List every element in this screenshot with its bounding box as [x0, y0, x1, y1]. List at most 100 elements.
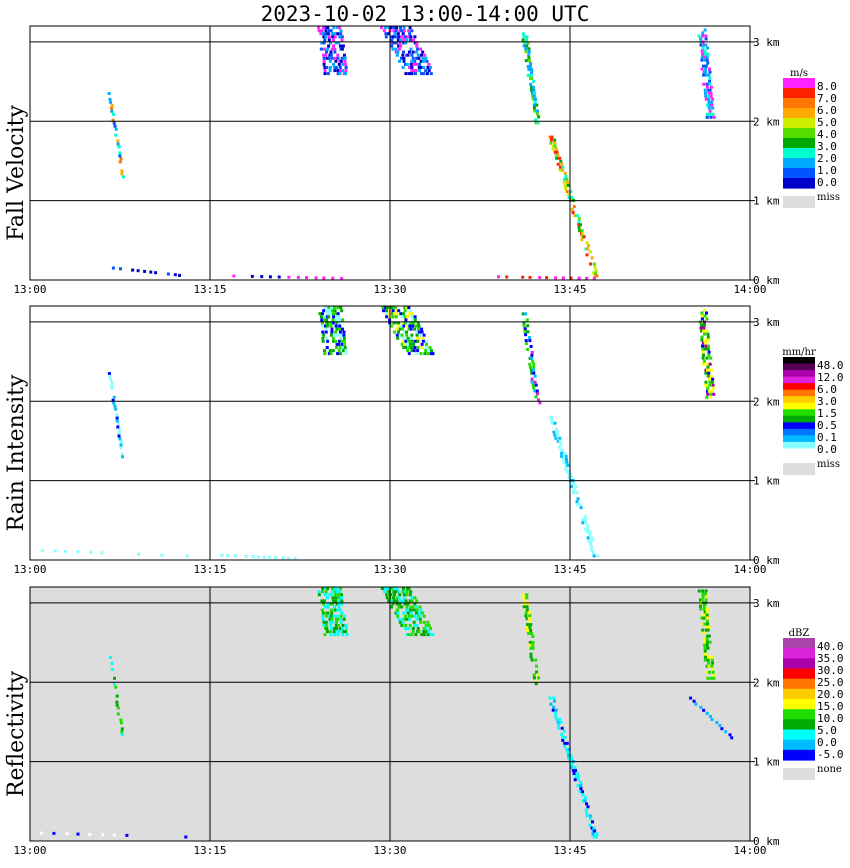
data-pixel — [701, 347, 705, 351]
data-pixel — [704, 34, 708, 38]
data-pixel — [394, 611, 398, 615]
data-pixel — [116, 706, 120, 710]
colorbar-label: -5.0 — [817, 748, 844, 761]
data-pixel — [579, 787, 583, 791]
data-pixel — [570, 208, 574, 212]
data-pixel — [554, 436, 558, 440]
colorbar-label: 1.0 — [817, 164, 837, 177]
data-pixel — [52, 831, 56, 835]
data-pixel — [387, 26, 391, 30]
data-pixel — [317, 590, 321, 594]
data-pixel — [76, 550, 80, 554]
data-pixel — [322, 59, 326, 63]
data-pixel — [585, 276, 589, 280]
data-pixel — [325, 324, 329, 328]
data-pixel — [420, 611, 424, 615]
data-pixel — [342, 53, 346, 57]
data-pixel — [703, 655, 707, 659]
data-pixel — [325, 66, 329, 69]
data-pixel — [65, 832, 69, 836]
data-pixel — [414, 50, 418, 54]
data-pixel — [528, 59, 531, 63]
x-tick-label: 13:15 — [193, 283, 226, 296]
data-pixel — [414, 330, 418, 334]
data-pixel — [406, 349, 410, 353]
data-pixel — [581, 793, 585, 797]
data-pixel — [401, 32, 405, 36]
data-pixel — [583, 527, 587, 531]
data-pixel — [119, 440, 123, 444]
data-pixel — [555, 427, 559, 431]
data-pixel — [413, 602, 417, 606]
data-pixel — [429, 352, 433, 356]
data-pixel — [387, 312, 391, 316]
data-pixel — [711, 377, 715, 381]
data-pixel — [561, 448, 565, 452]
data-pixel — [585, 811, 589, 815]
data-pixel — [333, 47, 337, 51]
data-pixel — [587, 539, 591, 543]
data-pixel — [326, 602, 330, 606]
y-tick-label: 1 km — [753, 756, 780, 769]
data-pixel — [341, 349, 345, 353]
data-pixel — [398, 593, 402, 597]
data-pixel — [730, 736, 734, 740]
data-pixel — [705, 595, 709, 599]
data-pixel — [334, 41, 338, 45]
data-pixel — [392, 599, 396, 603]
data-pixel — [522, 44, 526, 48]
data-pixel — [562, 180, 566, 184]
data-pixel — [562, 460, 566, 464]
data-pixel — [532, 371, 536, 375]
data-pixel — [702, 359, 706, 363]
data-pixel — [110, 661, 114, 665]
data-pixel — [322, 26, 325, 30]
data-pixel — [329, 333, 333, 337]
data-pixel — [573, 778, 577, 782]
colorbar-label: 35.0 — [817, 652, 844, 665]
colorbar-unit: mm/hr — [782, 347, 816, 358]
data-pixel — [554, 714, 558, 718]
data-pixel — [699, 43, 703, 47]
data-pixel — [702, 329, 706, 333]
data-pixel — [549, 138, 553, 142]
data-pixel — [704, 652, 708, 656]
data-pixel — [537, 398, 540, 402]
data-pixel — [524, 312, 527, 316]
data-pixel — [410, 633, 414, 637]
data-pixel — [322, 47, 326, 51]
data-pixel — [523, 41, 527, 45]
data-pixel — [333, 35, 337, 39]
data-pixel — [528, 614, 532, 618]
data-pixel — [577, 276, 581, 280]
data-pixel — [416, 346, 420, 349]
data-pixel — [535, 103, 539, 107]
data-pixel — [705, 628, 708, 632]
data-pixel — [323, 605, 327, 609]
colorbar-swatch — [783, 138, 815, 149]
data-pixel — [381, 306, 385, 310]
data-pixel — [385, 596, 389, 600]
data-pixel — [406, 321, 410, 325]
data-pixel — [397, 590, 401, 594]
data-pixel — [572, 491, 575, 495]
data-pixel — [401, 321, 405, 325]
data-pixel — [334, 339, 337, 343]
data-pixel — [704, 97, 708, 101]
data-pixel — [420, 342, 424, 346]
data-pixel — [531, 85, 535, 89]
data-pixel — [708, 383, 712, 387]
data-pixel — [530, 85, 533, 89]
data-pixel — [705, 664, 709, 668]
data-pixel — [704, 344, 708, 348]
data-features — [40, 306, 716, 560]
data-pixel — [429, 66, 433, 69]
x-tick-label: 14:00 — [733, 563, 766, 576]
data-pixel — [549, 141, 553, 145]
data-pixel — [407, 627, 411, 630]
data-pixel — [532, 88, 536, 92]
data-pixel — [397, 35, 401, 39]
data-pixel — [394, 315, 398, 319]
data-pixel — [409, 47, 413, 51]
data-pixel — [114, 133, 118, 137]
